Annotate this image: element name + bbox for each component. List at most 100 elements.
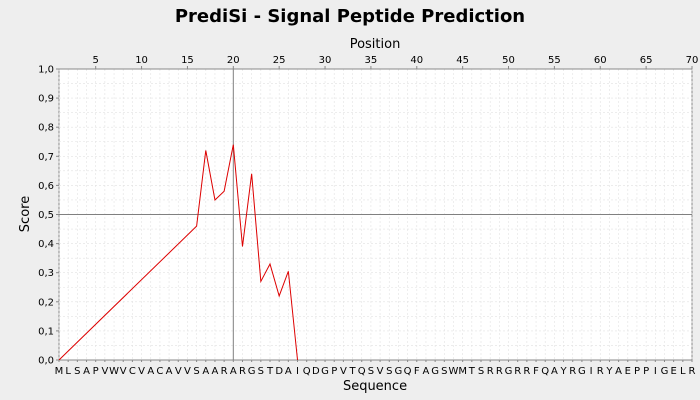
sequence-residue-label: A [285, 366, 292, 377]
top-tick-label: 65 [640, 55, 653, 66]
sequence-residue-label: T [266, 366, 274, 377]
top-tick-label: 35 [365, 55, 378, 66]
sequence-residue-label: R [487, 366, 494, 377]
sequence-residue-label: P [634, 366, 640, 377]
sequence-residue-label: L [65, 366, 71, 377]
y-tick-label: 0,4 [38, 239, 54, 250]
sequence-residue-label: G [321, 366, 329, 377]
sequence-residue-label: S [386, 366, 392, 377]
sequence-residue-label: Y [560, 366, 568, 377]
sequence-residue-label: V [138, 366, 145, 377]
sequence-residue-label: V [101, 366, 108, 377]
top-tick-label: 50 [502, 55, 515, 66]
sequence-residue-label: A [83, 366, 90, 377]
x-axis-label: Sequence [343, 379, 407, 394]
sequence-residue-label: R [689, 366, 696, 377]
y-tick-label: 1,0 [38, 65, 54, 76]
y-tick-label: 0,5 [38, 210, 54, 221]
sequence-residue-label: V [340, 366, 347, 377]
sequence-residue-label: Q [541, 366, 549, 377]
sequence-residue-label: I [590, 366, 593, 377]
top-tick-label: 20 [227, 55, 240, 66]
sequence-residue-label: V [377, 366, 384, 377]
top-tick-label: 60 [594, 55, 607, 66]
sequence-residue-label: G [248, 366, 256, 377]
sequence-residue-label: F [414, 366, 420, 377]
y-axis-label: Score [18, 196, 33, 232]
sequence-residue-label: S [441, 366, 447, 377]
sequence-residue-label: S [478, 366, 484, 377]
sequence-residue-label: M [55, 366, 64, 377]
sequence-residue-label: A [230, 366, 237, 377]
sequence-residue-label: F [533, 366, 539, 377]
sequence-residue-label: R [514, 366, 521, 377]
y-tick-label: 0,8 [38, 123, 54, 134]
sequence-residue-label: G [505, 366, 513, 377]
y-tick-label: 0,0 [38, 356, 54, 367]
sequence-residue-label: R [597, 366, 604, 377]
sequence-residue-label: R [221, 366, 228, 377]
sequence-residue-label: S [74, 366, 80, 377]
sequence-residue-label: R [496, 366, 503, 377]
y-tick-label: 0,7 [38, 152, 54, 163]
sequence-residue-label: Q [404, 366, 412, 377]
sequence-residue-label: R [239, 366, 246, 377]
sequence-residue-label: A [551, 366, 558, 377]
y-tick-label: 0,2 [38, 297, 54, 308]
sequence-residue-label: S [258, 366, 264, 377]
sequence-residue-label: G [661, 366, 669, 377]
top-tick-label: 10 [135, 55, 148, 66]
sequence-residue-label: C [129, 366, 136, 377]
sequence-residue-label: W [109, 366, 119, 377]
sequence-residue-label: G [395, 366, 403, 377]
y-axis: 0,0 0,1 0,2 0,3 0,4 0,5 0,6 0,7 0,8 0,9 1,0 [38, 65, 59, 367]
sequence-residue-label: A [615, 366, 622, 377]
sequence-residue-label: E [625, 366, 631, 377]
sequence-residue-label: I [654, 366, 657, 377]
series-layer [58, 144, 299, 361]
top-tick-label: 40 [410, 55, 423, 66]
top-tick-label: 55 [548, 55, 561, 66]
reference-lines [59, 69, 692, 360]
y-tick-label: 0,1 [38, 326, 54, 337]
sequence-residue-label: V [175, 366, 182, 377]
sequence-residue-label: P [93, 366, 99, 377]
sequence-residue-label: T [468, 366, 476, 377]
y-tick-label: 0,3 [38, 268, 54, 279]
sequence-residue-label: T [349, 366, 357, 377]
top-axis-label: Position [350, 37, 401, 52]
sequence-residue-label: Q [358, 366, 366, 377]
top-tick-label: 25 [273, 55, 286, 66]
sequence-residue-label: D [312, 366, 320, 377]
sequence-residue-label: Y [605, 366, 613, 377]
sequence-residue-label: Q [303, 366, 311, 377]
sequence-residue-label: L [680, 366, 686, 377]
sequence-residue-label: R [569, 366, 576, 377]
y-tick-label: 0,9 [38, 94, 54, 105]
sequence-residue-label: R [523, 366, 530, 377]
sequence-residue-label: P [331, 366, 337, 377]
y-tick-label: 0,6 [38, 181, 54, 192]
sequence-residue-label: W [449, 366, 459, 377]
sequence-residue-label: D [275, 366, 283, 377]
sequence-residue-label: A [202, 366, 209, 377]
sequence-residue-label: S [193, 366, 199, 377]
sequence-residue-label: S [368, 366, 374, 377]
sequence-residue-label: G [578, 366, 586, 377]
sequence-residue-label: V [120, 366, 127, 377]
sequence-residue-label: A [423, 366, 430, 377]
top-tick-label: 30 [319, 55, 332, 66]
chart-title: PrediSi - Signal Peptide Prediction [175, 6, 525, 27]
sequence-residue-label: A [147, 366, 154, 377]
sequence-residue-label: G [431, 366, 439, 377]
top-tick-label: 15 [181, 55, 194, 66]
top-axis: 5 10 15 20 25 30 35 40 45 50 55 60 65 70 [59, 55, 699, 70]
sequence-residue-label: P [643, 366, 649, 377]
top-tick-label: 45 [456, 55, 469, 66]
sequence-residue-label: V [184, 366, 191, 377]
top-tick-label: 70 [686, 55, 699, 66]
sequence-residue-label: E [670, 366, 676, 377]
sequence-residue-label: C [156, 366, 163, 377]
